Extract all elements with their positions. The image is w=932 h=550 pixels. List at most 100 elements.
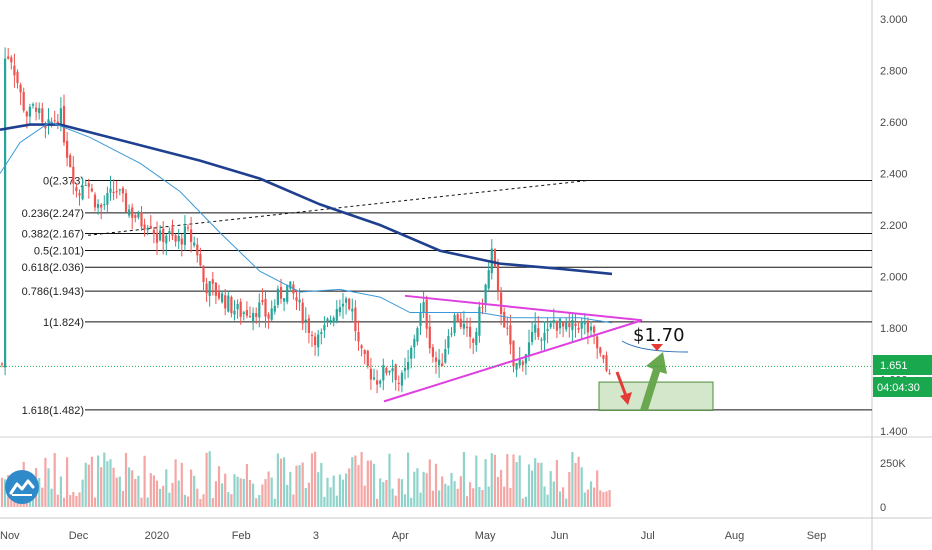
candle-body	[602, 355, 605, 359]
candle-body	[97, 204, 100, 208]
candle-body	[177, 235, 180, 242]
volume-bar	[558, 491, 562, 507]
volume-bar	[323, 496, 326, 507]
volume-bar	[484, 459, 487, 507]
candle-body	[214, 282, 217, 296]
candle-body	[394, 364, 397, 380]
candle-body	[493, 249, 496, 267]
candle-body	[56, 121, 59, 124]
candle-body	[35, 107, 38, 112]
volume-bar	[496, 476, 500, 507]
candle-body	[112, 191, 115, 194]
candle-body	[552, 320, 555, 323]
price-tick-label: 2.200	[880, 220, 908, 232]
volume-bar	[428, 459, 431, 507]
candle-body	[47, 119, 50, 125]
volume-bar	[109, 459, 112, 507]
candle-body	[295, 297, 298, 301]
volume-bar	[348, 468, 351, 507]
candle-body	[407, 361, 410, 370]
candle-body	[428, 326, 431, 349]
candle-body	[131, 207, 134, 218]
candle-body	[93, 194, 97, 208]
volume-bar	[329, 487, 332, 507]
candle-body	[230, 296, 233, 314]
candle-body	[78, 193, 81, 196]
volume-bar	[527, 464, 531, 507]
candle-body	[286, 284, 289, 302]
countdown-label: 04:04:30	[877, 382, 920, 394]
volume-bar	[478, 487, 481, 507]
current-price-badge: 1.651 04:04:30	[873, 355, 932, 397]
volume-bar	[490, 453, 493, 507]
candle-body	[403, 367, 407, 371]
candle-body	[509, 325, 512, 345]
volume-bar	[146, 497, 149, 507]
candle-body	[121, 188, 124, 194]
volume-bar	[44, 457, 47, 507]
candle-body	[245, 310, 248, 316]
candle-body	[66, 140, 69, 158]
volume-bar	[503, 486, 506, 507]
candle-body	[574, 323, 577, 326]
candle-body	[537, 328, 540, 337]
volume-bar	[236, 476, 239, 507]
candle-body	[149, 225, 152, 229]
candle-body	[413, 339, 416, 348]
price-tick-label: 2.000	[880, 272, 908, 284]
drawings[interactable]	[0, 294, 872, 411]
candle-body	[357, 331, 360, 342]
volume-bar	[555, 459, 558, 507]
candle-body	[354, 307, 357, 332]
candle-body	[190, 229, 193, 242]
volume-bar	[369, 460, 372, 507]
volume-bar	[574, 462, 577, 507]
candle-body	[217, 292, 221, 299]
fib-level-label: 0.618(2.036)	[22, 262, 84, 274]
candle-body	[314, 336, 317, 346]
price-tick-label: 2.400	[880, 169, 908, 181]
candle-body	[62, 105, 66, 143]
candle-body	[159, 230, 162, 241]
candle-body	[87, 183, 90, 187]
volume-bar	[255, 498, 258, 507]
volume-bar	[152, 475, 155, 507]
volume-bar	[431, 490, 434, 507]
tradingview-logo[interactable]	[5, 470, 39, 504]
volume-bar	[205, 452, 208, 507]
candle-body	[531, 332, 534, 343]
volume-bar	[540, 462, 543, 507]
candle-body	[475, 331, 478, 346]
fib-level-label: 0.5(2.101)	[34, 245, 84, 257]
candle-body	[242, 312, 245, 315]
candle-body	[171, 227, 174, 236]
volume-bar	[165, 469, 168, 507]
fib-retracement[interactable]: 0(2.373) 0.236(2.247) 0.382(2.167) 0.5(2.10…	[22, 175, 872, 417]
candle-body	[180, 238, 183, 245]
candle-body	[562, 321, 565, 327]
candle-body	[28, 106, 31, 117]
volume-bar	[565, 498, 568, 507]
current-price-label: 1.651	[880, 360, 908, 372]
volume-bar	[332, 475, 335, 507]
volume-bar	[593, 487, 596, 507]
volume-bar	[292, 494, 295, 507]
volume-bar	[462, 451, 465, 507]
volume-bar	[450, 472, 453, 507]
candle-body	[22, 91, 25, 111]
candle-body	[118, 189, 121, 191]
volume-bar	[314, 451, 317, 507]
volume-bar	[586, 489, 589, 507]
candle-body	[472, 338, 475, 343]
candle-body	[410, 347, 413, 359]
volume-bar	[345, 473, 348, 507]
candle-body	[518, 359, 521, 366]
candle-body	[351, 308, 354, 312]
fib-level-label: 0.236(2.247)	[22, 208, 84, 220]
volume-bar	[115, 477, 118, 507]
volume-bar	[121, 490, 124, 507]
short-moving-average-line	[0, 121, 613, 324]
volume-bar	[500, 469, 503, 507]
candle-body	[19, 84, 22, 93]
